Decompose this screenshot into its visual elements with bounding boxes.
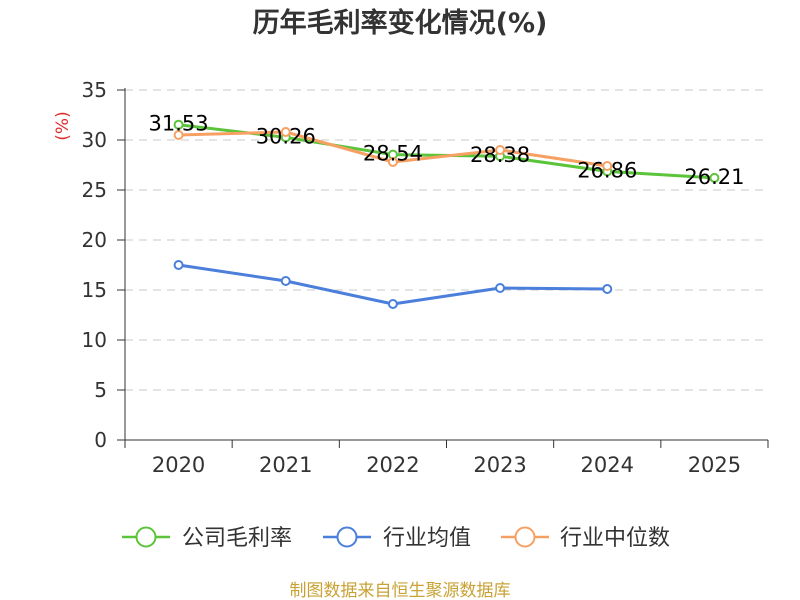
x-tick-label-2020: 2020 xyxy=(152,453,205,477)
x-tick-label-2021: 2021 xyxy=(259,453,312,477)
data-point-company-gross-margin-2025 xyxy=(709,172,720,183)
x-tick-label-2025: 2025 xyxy=(688,453,741,477)
legend: 公司毛利率 行业均值 行业中位数 xyxy=(122,526,670,551)
y-tick-label-10: 10 xyxy=(82,328,107,352)
y-tick-label-5: 5 xyxy=(94,378,107,402)
y-tick-label-25: 25 xyxy=(82,178,107,202)
data-point-company-gross-margin-2020 xyxy=(173,119,184,130)
y-axis-title: (%) xyxy=(53,111,73,140)
data-point-industry-mean-2022 xyxy=(387,299,398,309)
y-tick-label-20: 20 xyxy=(82,228,107,252)
data-label-company-gross-margin-2025: 26.21 xyxy=(684,165,744,189)
data-label-company-gross-margin-2024: 26.86 xyxy=(577,158,637,182)
y-tick-label-0: 0 xyxy=(94,428,107,452)
legend-label-industry-median: 行业中位数 xyxy=(560,526,670,551)
data-label-company-gross-margin-2023: 28.38 xyxy=(470,143,530,167)
data-point-industry-mean-2023 xyxy=(495,283,506,293)
grid-lines xyxy=(125,89,768,391)
legend-item-industry-median[interactable]: 行业中位数 xyxy=(501,526,670,551)
x-tick-label-2023: 2023 xyxy=(473,453,526,477)
data-point-industry-mean-2024 xyxy=(602,284,613,294)
legend-label-industry-mean: 行业均值 xyxy=(383,526,471,551)
legend-marker-industry-median xyxy=(514,526,536,548)
data-point-industry-median-2024 xyxy=(602,161,613,171)
legend-item-company-gross-margin[interactable]: 公司毛利率 xyxy=(122,526,292,551)
data-point-industry-median-2022 xyxy=(387,157,398,167)
data-labels: 31.53 30.26 28.54 28.38 26.86 26.21 xyxy=(149,112,745,189)
legend-marker-industry-mean xyxy=(336,526,358,548)
y-tick-label-15: 15 xyxy=(82,278,107,302)
data-label-company-gross-margin-2021: 30.26 xyxy=(256,124,316,148)
x-tick-label-2024: 2024 xyxy=(581,453,634,477)
data-point-industry-mean-2021 xyxy=(280,276,291,286)
data-point-industry-median-2021 xyxy=(280,127,291,137)
data-point-industry-mean-2020 xyxy=(173,260,184,270)
data-label-company-gross-margin-2020: 31.53 xyxy=(149,112,209,136)
x-tick-label-2022: 2022 xyxy=(366,453,419,477)
data-point-industry-median-2020 xyxy=(173,130,184,140)
chart-title: 历年毛利率变化情况(%) xyxy=(253,7,548,39)
y-tick-label-30: 30 xyxy=(82,128,107,152)
legend-label-company-gross-margin: 公司毛利率 xyxy=(182,526,292,551)
legend-item-industry-mean[interactable]: 行业均值 xyxy=(323,526,471,551)
data-point-industry-median-2023 xyxy=(495,145,506,155)
source-footer: 制图数据来自恒生聚源数据库 xyxy=(290,581,511,600)
data-label-company-gross-margin-2022: 28.54 xyxy=(363,142,423,166)
series-layer xyxy=(173,119,720,309)
y-tick-label-35: 35 xyxy=(82,78,107,102)
legend-marker-company-gross-margin xyxy=(135,526,157,548)
